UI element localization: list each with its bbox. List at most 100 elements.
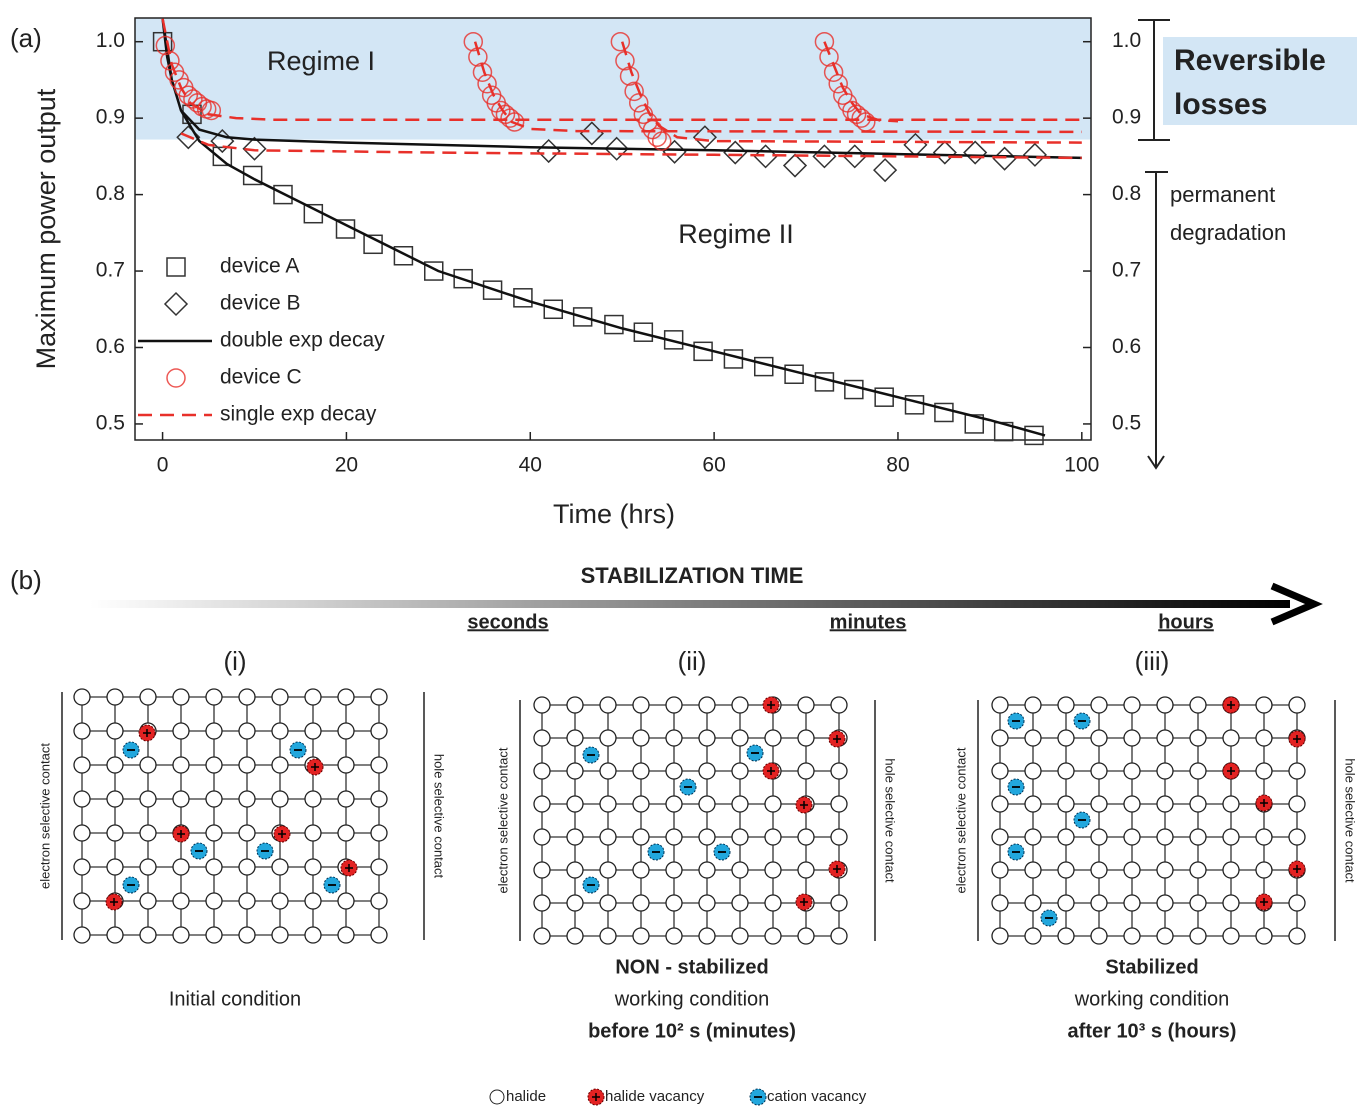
halide bbox=[566, 696, 584, 714]
halide bbox=[991, 927, 1009, 945]
halide bbox=[632, 861, 650, 879]
halide bbox=[599, 762, 617, 780]
halide bbox=[566, 927, 584, 945]
halide bbox=[139, 926, 157, 944]
axis-title: STABILIZATION TIME bbox=[581, 563, 804, 588]
halide bbox=[797, 729, 815, 747]
data-point bbox=[934, 402, 954, 423]
halide bbox=[665, 828, 683, 846]
halide bbox=[764, 894, 782, 912]
halide bbox=[632, 828, 650, 846]
halide bbox=[271, 688, 289, 706]
plus bbox=[1293, 865, 1301, 873]
halide bbox=[238, 756, 256, 774]
halide bbox=[106, 688, 124, 706]
halide bbox=[698, 828, 716, 846]
halide bbox=[139, 892, 157, 910]
halide bbox=[797, 861, 815, 879]
plus bbox=[1260, 799, 1268, 807]
halide bbox=[205, 688, 223, 706]
plot-frame bbox=[134, 17, 1092, 441]
halide bbox=[991, 861, 1009, 879]
halide bbox=[1222, 894, 1240, 912]
halide bbox=[731, 795, 749, 813]
halide bbox=[991, 828, 1009, 846]
x-axis-title: Time (hrs) bbox=[553, 499, 675, 529]
annotation: losses bbox=[1174, 88, 1267, 121]
halide bbox=[1123, 861, 1141, 879]
halide bbox=[73, 824, 91, 842]
data-point bbox=[242, 136, 267, 161]
halide bbox=[1090, 894, 1108, 912]
legend-label: halide vacancy bbox=[605, 1088, 705, 1105]
halide bbox=[533, 828, 551, 846]
halide bbox=[991, 696, 1009, 714]
halide bbox=[106, 756, 124, 774]
halide bbox=[632, 762, 650, 780]
halide bbox=[698, 861, 716, 879]
legend-label: cation vacancy bbox=[767, 1088, 867, 1105]
halide bbox=[599, 861, 617, 879]
data-point bbox=[647, 127, 667, 148]
halide bbox=[1024, 828, 1042, 846]
halide bbox=[991, 894, 1009, 912]
data-point bbox=[992, 146, 1017, 171]
halide bbox=[1255, 696, 1273, 714]
halide bbox=[1288, 927, 1306, 945]
annotation: degradation bbox=[1170, 220, 1286, 245]
halide bbox=[1024, 861, 1042, 879]
halide bbox=[73, 688, 91, 706]
halide bbox=[797, 696, 815, 714]
halide bbox=[1057, 795, 1075, 813]
caption: working condition bbox=[614, 988, 770, 1010]
halide bbox=[797, 927, 815, 945]
halide bbox=[1156, 696, 1174, 714]
halide bbox=[1057, 927, 1075, 945]
halide bbox=[665, 729, 683, 747]
halide bbox=[238, 858, 256, 876]
halide bbox=[566, 894, 584, 912]
halide bbox=[1123, 795, 1141, 813]
halide bbox=[1222, 927, 1240, 945]
time-label: hours bbox=[1158, 611, 1214, 633]
halide bbox=[304, 790, 322, 808]
halide bbox=[337, 926, 355, 944]
halide bbox=[73, 926, 91, 944]
halide bbox=[1156, 828, 1174, 846]
halide bbox=[271, 756, 289, 774]
halide bbox=[172, 756, 190, 774]
halide bbox=[238, 892, 256, 910]
halide bbox=[1189, 927, 1207, 945]
caption: NON - stabilized bbox=[615, 956, 768, 978]
halide bbox=[238, 926, 256, 944]
bracket bbox=[1138, 19, 1170, 141]
legend bbox=[489, 1088, 767, 1106]
x-tick-label: 100 bbox=[1064, 454, 1099, 477]
data-point bbox=[536, 138, 561, 164]
y-tick-label: 0.7 bbox=[96, 259, 125, 282]
halide bbox=[370, 824, 388, 842]
caption: Stabilized bbox=[1105, 956, 1198, 978]
lattice bbox=[533, 696, 848, 945]
halide bbox=[370, 756, 388, 774]
halide bbox=[205, 926, 223, 944]
halide bbox=[731, 894, 749, 912]
halide bbox=[205, 790, 223, 808]
panel-label: (a) bbox=[10, 23, 42, 53]
plus bbox=[1227, 701, 1235, 709]
halide bbox=[830, 696, 848, 714]
annotation: Regime I bbox=[267, 46, 375, 76]
halide bbox=[205, 722, 223, 740]
halide bbox=[632, 795, 650, 813]
halide bbox=[1123, 696, 1141, 714]
data-point bbox=[500, 108, 520, 128]
halide bbox=[205, 892, 223, 910]
y-tick-label: 0.8 bbox=[96, 182, 125, 205]
halide bbox=[1123, 762, 1141, 780]
halide bbox=[797, 828, 815, 846]
halide bbox=[337, 790, 355, 808]
halide bbox=[599, 927, 617, 945]
data-point bbox=[723, 140, 748, 165]
halide bbox=[1255, 861, 1273, 879]
arrow bbox=[1145, 171, 1168, 470]
